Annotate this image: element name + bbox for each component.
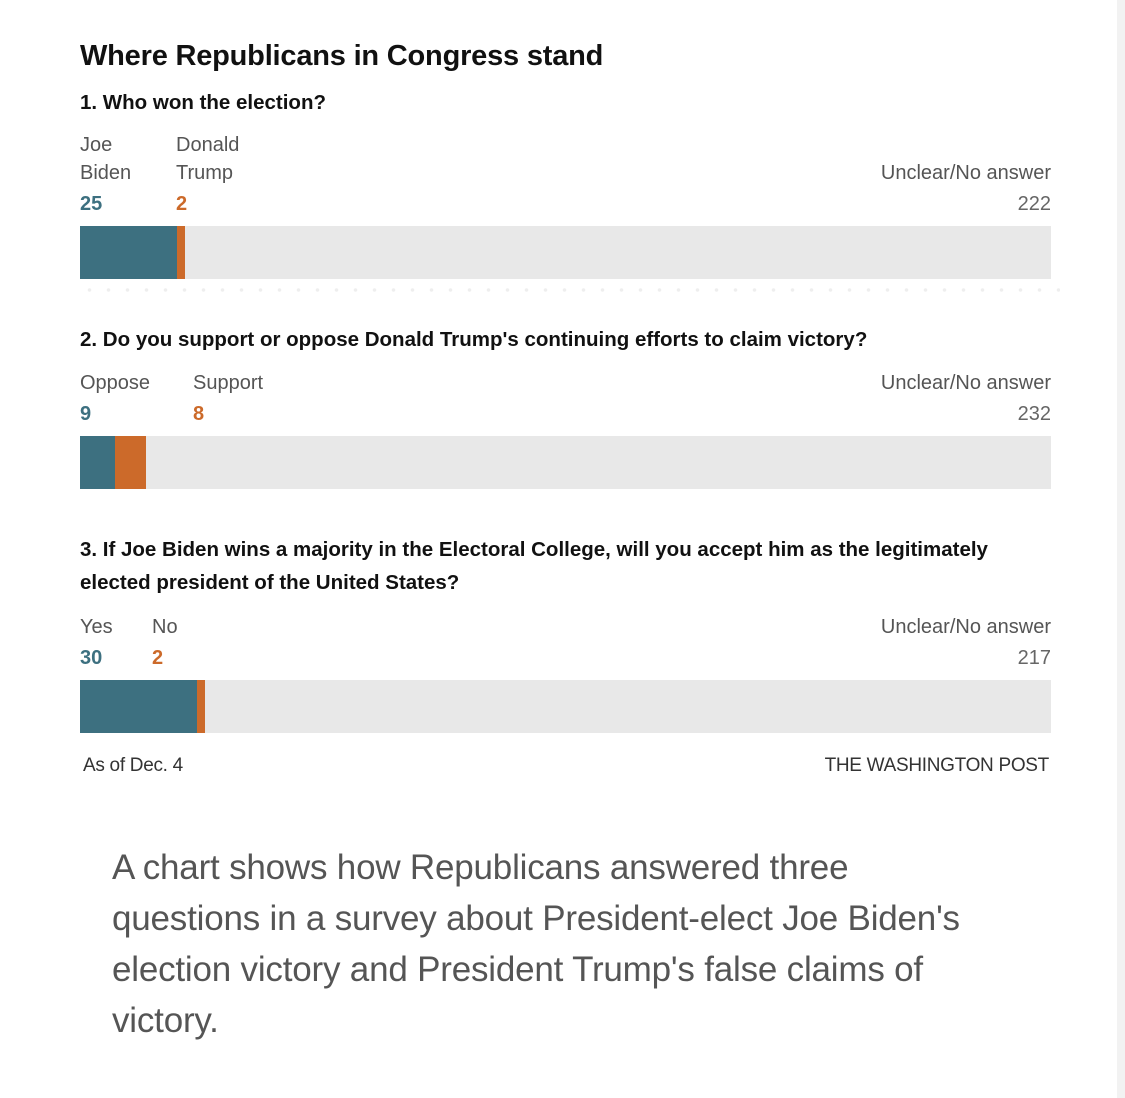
bar-segment-oppose	[80, 436, 116, 489]
value-trump: 2	[176, 193, 188, 215]
label-support: Support	[193, 372, 264, 394]
label-yes: Yes	[80, 616, 113, 638]
label-trump: Donald Trump	[176, 134, 240, 184]
question-text: 2. Do you support or oppose Donald Trump…	[80, 328, 868, 351]
bar-segment-no	[196, 680, 205, 733]
as-of-note: As of Dec. 4	[83, 755, 183, 776]
chart-title: Where Republicans in Congress stand	[80, 40, 604, 72]
label-oppose: Oppose	[80, 372, 151, 394]
label-no: No	[152, 616, 178, 638]
value-yes: 30	[80, 647, 103, 669]
label-unclear: Unclear/No answer	[880, 372, 1051, 394]
value-support: 8	[193, 403, 205, 425]
image-caption: A chart shows how Republicans answered t…	[112, 848, 960, 1040]
bar-segment-yes	[80, 680, 197, 733]
value-biden: 25	[80, 193, 103, 215]
source-credit: THE WASHINGTON POST	[824, 755, 1050, 776]
stacked-bar	[80, 226, 1051, 279]
page-edge	[1117, 0, 1125, 1098]
value-oppose: 9	[80, 403, 92, 425]
dotted-divider	[80, 287, 1060, 293]
label-unclear: Unclear/No answer	[880, 616, 1051, 638]
question-text: 1. Who won the election?	[80, 91, 326, 114]
value-unclear: 232	[1017, 403, 1051, 425]
value-no: 2	[152, 647, 164, 669]
stacked-bar	[80, 680, 1051, 733]
value-unclear: 217	[1017, 647, 1051, 669]
label-unclear: Unclear/No answer	[880, 162, 1051, 184]
value-unclear: 222	[1017, 193, 1051, 215]
question-text: 3. If Joe Biden wins a majority in the E…	[80, 538, 988, 594]
stacked-bar	[80, 436, 1051, 489]
bar-segment-biden	[80, 226, 178, 279]
label-biden: Joe Biden	[80, 134, 132, 184]
bar-segment-trump	[177, 226, 186, 279]
bar-segment-support	[115, 436, 147, 489]
